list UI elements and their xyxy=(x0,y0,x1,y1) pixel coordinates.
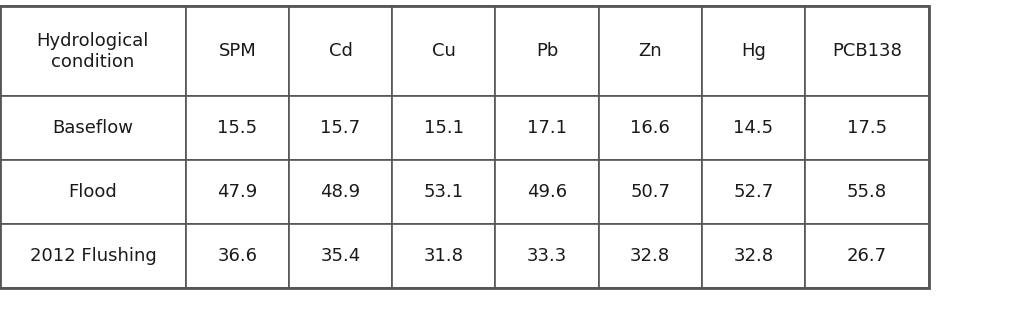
Text: Baseflow: Baseflow xyxy=(53,119,133,137)
Bar xyxy=(805,160,929,224)
Text: 49.6: 49.6 xyxy=(527,183,567,201)
Bar xyxy=(805,96,929,160)
Text: 48.9: 48.9 xyxy=(321,183,360,201)
Text: 35.4: 35.4 xyxy=(320,247,361,265)
Text: SPM: SPM xyxy=(219,42,256,60)
Bar xyxy=(495,224,599,288)
Text: Hydrological
condition: Hydrological condition xyxy=(37,32,149,71)
Bar xyxy=(392,96,495,160)
Bar xyxy=(289,6,392,96)
Text: Zn: Zn xyxy=(639,42,662,60)
Bar xyxy=(599,6,702,96)
Bar xyxy=(702,6,805,96)
Bar xyxy=(0,6,929,288)
Bar xyxy=(495,96,599,160)
Bar xyxy=(289,96,392,160)
Text: PCB138: PCB138 xyxy=(832,42,902,60)
Bar xyxy=(702,160,805,224)
Bar xyxy=(289,224,392,288)
Text: 33.3: 33.3 xyxy=(526,247,568,265)
Text: 15.1: 15.1 xyxy=(424,119,463,137)
Text: 26.7: 26.7 xyxy=(847,247,886,265)
Bar xyxy=(702,96,805,160)
Bar xyxy=(495,160,599,224)
Text: 2012 Flushing: 2012 Flushing xyxy=(30,247,156,265)
Text: 32.8: 32.8 xyxy=(734,247,773,265)
Text: 53.1: 53.1 xyxy=(424,183,463,201)
Text: Cu: Cu xyxy=(431,42,456,60)
Bar xyxy=(599,224,702,288)
Bar xyxy=(392,224,495,288)
Bar xyxy=(0,224,186,288)
Text: Flood: Flood xyxy=(68,183,118,201)
Text: 50.7: 50.7 xyxy=(631,183,670,201)
Bar xyxy=(392,160,495,224)
Text: 31.8: 31.8 xyxy=(424,247,463,265)
Bar xyxy=(186,160,289,224)
Text: Pb: Pb xyxy=(536,42,558,60)
Bar xyxy=(392,6,495,96)
Text: Cd: Cd xyxy=(328,42,353,60)
Text: 16.6: 16.6 xyxy=(631,119,670,137)
Text: 17.5: 17.5 xyxy=(847,119,886,137)
Bar xyxy=(0,160,186,224)
Bar xyxy=(0,96,186,160)
Text: 17.1: 17.1 xyxy=(527,119,567,137)
Bar xyxy=(599,160,702,224)
Bar xyxy=(186,224,289,288)
Bar xyxy=(805,6,929,96)
Bar xyxy=(289,160,392,224)
Text: 55.8: 55.8 xyxy=(847,183,886,201)
Bar xyxy=(186,6,289,96)
Text: 47.9: 47.9 xyxy=(217,183,258,201)
Text: 52.7: 52.7 xyxy=(733,183,774,201)
Bar xyxy=(495,6,599,96)
Text: 32.8: 32.8 xyxy=(631,247,670,265)
Bar xyxy=(0,6,186,96)
Bar xyxy=(186,96,289,160)
Bar xyxy=(702,224,805,288)
Bar xyxy=(599,96,702,160)
Text: Hg: Hg xyxy=(741,42,766,60)
Text: 36.6: 36.6 xyxy=(218,247,257,265)
Text: 15.5: 15.5 xyxy=(218,119,257,137)
Text: 15.7: 15.7 xyxy=(321,119,360,137)
Text: 14.5: 14.5 xyxy=(734,119,773,137)
Bar xyxy=(805,224,929,288)
